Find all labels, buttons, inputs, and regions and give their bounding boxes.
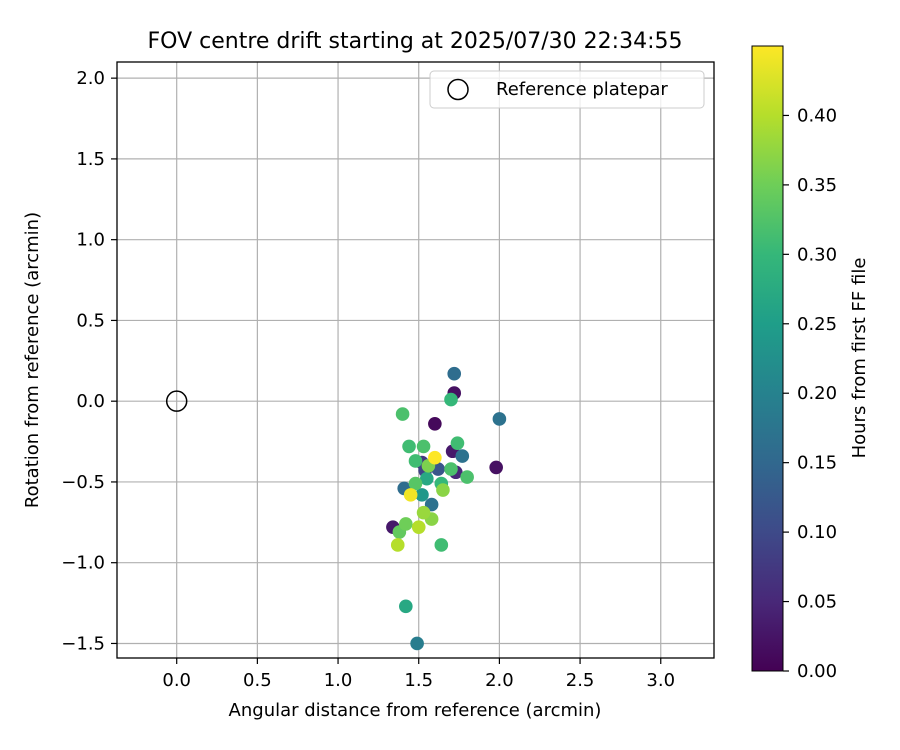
- grid: [117, 62, 714, 658]
- x-axis-label: Angular distance from reference (arcmin): [229, 700, 602, 721]
- x-tick-label: 0.0: [162, 670, 191, 691]
- scatter-point: [399, 599, 413, 614]
- x-tick-label: 0.5: [243, 670, 272, 691]
- scatter-point: [408, 454, 423, 468]
- colorbar-tick-label: 0.25: [797, 314, 837, 335]
- scatter-point: [428, 450, 442, 465]
- scatter-point: [403, 488, 418, 502]
- y-tick-label: −0.5: [61, 472, 105, 493]
- scatter-point: [455, 449, 470, 463]
- legend: Reference platepar: [429, 70, 705, 109]
- scatter-point: [410, 636, 424, 651]
- chart-title: FOV centre drift starting at 2025/07/30 …: [148, 29, 683, 54]
- scatter-point: [447, 366, 462, 381]
- scatter-point: [428, 416, 442, 431]
- colorbar-tick-label: 0.05: [797, 592, 837, 613]
- scatter-point: [434, 538, 449, 552]
- colorbar-gradient: [751, 45, 784, 672]
- scatter-point: [489, 460, 503, 475]
- y-tick-label: 0.0: [76, 391, 105, 412]
- scatter-point: [395, 407, 410, 421]
- colorbar-tick-label: 0.35: [797, 175, 837, 196]
- x-tick-label: 2.5: [566, 670, 595, 691]
- colorbar-tick-label: 0.20: [797, 383, 837, 404]
- y-tick-label: 2.0: [76, 68, 105, 89]
- plot-frame: [116, 61, 715, 659]
- scatter-point: [416, 505, 431, 520]
- y-tick-label: 0.5: [76, 310, 105, 331]
- scatter-point: [450, 436, 465, 450]
- legend-box: [429, 70, 705, 109]
- y-tick-label: 1.0: [76, 230, 105, 251]
- scatter-point: [402, 439, 416, 454]
- reference-layer: [165, 390, 188, 412]
- colorbar-tick-label: 0.30: [797, 244, 837, 265]
- x-tick-label: 1.0: [324, 670, 353, 691]
- scatter-point: [492, 412, 507, 426]
- scatter-point: [415, 488, 429, 502]
- y-tick-label: −1.5: [61, 633, 105, 654]
- colorbar-tick-label: 0.10: [797, 522, 837, 543]
- scatter-points: [386, 366, 507, 651]
- reference-platepar-marker: [165, 390, 188, 412]
- colorbar: 0.00 0.05 0.10 0.15 0.20 0.25 0.30 0.35 0.40 Hou…: [751, 45, 870, 682]
- scatter-point: [444, 392, 458, 407]
- colorbar-tick-label: 0.00: [797, 661, 837, 682]
- legend-entry-reference: Reference platepar: [496, 79, 668, 100]
- legend-reference-marker: [447, 78, 469, 101]
- scatter-point: [419, 471, 434, 486]
- scatter-point: [399, 517, 413, 531]
- x-tick-label: 2.0: [485, 670, 514, 691]
- colorbar-label: Hours from first FF file: [849, 258, 870, 459]
- scatter-point: [411, 520, 426, 534]
- colorbar-ticks: 0.00 0.05 0.10 0.15 0.20 0.25 0.30 0.35 0.40: [783, 105, 837, 682]
- scatter-point: [436, 483, 450, 497]
- scatter-point: [460, 470, 474, 484]
- scatter-point: [444, 462, 458, 476]
- y-axis: −1.5 −1.0 −0.5 0.0 0.5 1.0 1.5 2.0: [61, 68, 117, 654]
- y-axis-label: Rotation from reference (arcmin): [22, 212, 43, 508]
- x-tick-label: 1.5: [404, 670, 433, 691]
- colorbar-tick-label: 0.15: [797, 453, 837, 474]
- y-tick-label: −1.0: [61, 553, 105, 574]
- x-axis: 0.0 0.5 1.0 1.5 2.0 2.5 3.0: [162, 658, 675, 691]
- scatter-point: [408, 476, 423, 491]
- scatter-point: [416, 439, 431, 454]
- y-tick-label: 1.5: [76, 149, 105, 170]
- scatter-point: [390, 538, 405, 552]
- colorbar-tick-label: 0.40: [797, 105, 837, 126]
- x-tick-label: 3.0: [646, 670, 675, 691]
